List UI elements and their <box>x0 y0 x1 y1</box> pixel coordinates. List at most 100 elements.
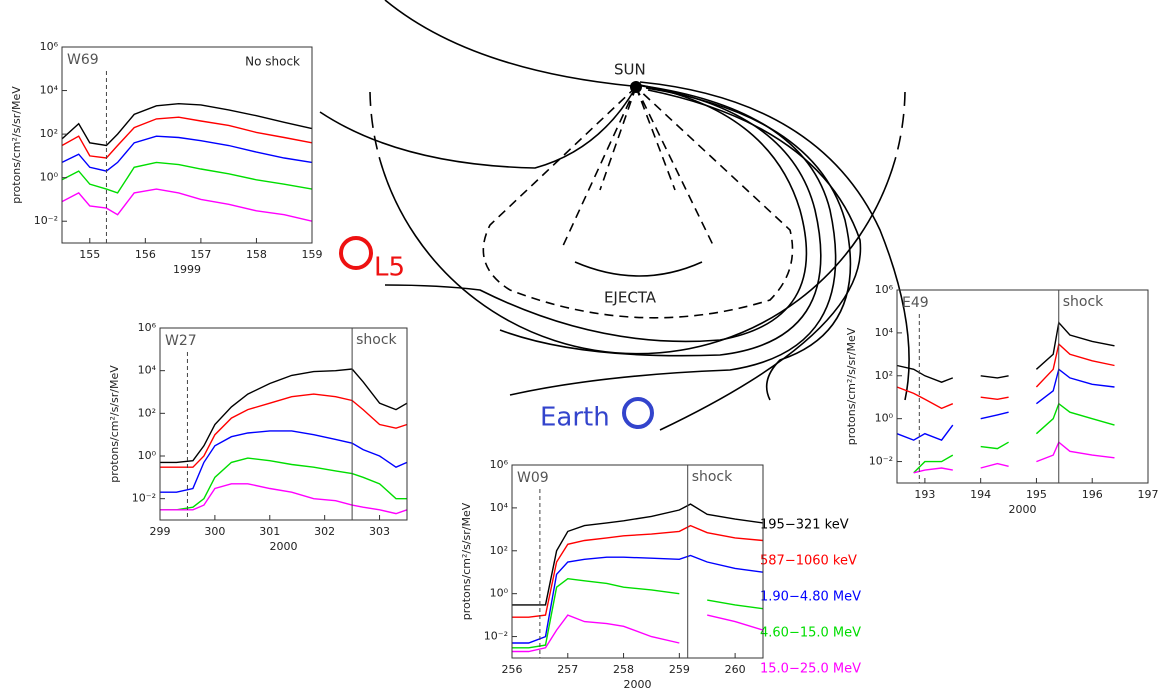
field-line <box>509 85 837 396</box>
ejecta-label: EJECTA <box>604 289 657 307</box>
field-line <box>639 81 910 401</box>
note: No shock <box>245 55 300 69</box>
x-axis-label: 2000 <box>624 678 652 691</box>
y-tick-label: 10⁶ <box>138 321 157 334</box>
series-line <box>160 393 408 468</box>
series-line <box>61 135 313 172</box>
series-line <box>896 368 1115 441</box>
y-tick-label: 10² <box>875 369 893 382</box>
sun <box>630 81 642 93</box>
field-line <box>384 0 633 87</box>
x-tick-label: 256 <box>502 663 523 676</box>
series-line <box>896 321 1115 383</box>
x-tick-label: 302 <box>314 525 335 538</box>
x-tick-label: 195 <box>1026 488 1047 501</box>
y-tick-label: 10⁴ <box>490 501 509 514</box>
series-line <box>61 116 313 159</box>
series-line <box>512 554 764 644</box>
orbit-dashed <box>369 91 381 161</box>
orbit-dashed <box>894 91 906 161</box>
y-tick-label: 10⁴ <box>40 84 59 97</box>
series-line <box>61 161 313 194</box>
x-tick-label: 159 <box>302 248 323 261</box>
series-line <box>61 102 313 147</box>
x-tick-label: 300 <box>204 525 225 538</box>
y-tick-label: 10⁶ <box>490 458 509 471</box>
series-line <box>160 368 408 464</box>
x-tick-label: 194 <box>970 488 991 501</box>
y-tick-label: 10⁴ <box>138 364 157 377</box>
y-tick-label: 10² <box>138 406 156 419</box>
series-line <box>896 342 1115 410</box>
field-line <box>384 84 808 343</box>
series-line <box>160 457 407 511</box>
y-tick-label: 10² <box>40 127 58 140</box>
x-tick-label: 158 <box>246 248 267 261</box>
event-label: W27 <box>165 333 197 349</box>
series-line <box>512 503 764 606</box>
shock-label: shock <box>692 469 733 485</box>
y-tick-label: 10⁻² <box>132 492 156 505</box>
legend-label: 4.60−15.0 MeV <box>760 626 861 641</box>
series-line <box>61 188 313 222</box>
x-axis-label: 2000 <box>270 540 298 553</box>
x-tick-label: 301 <box>259 525 280 538</box>
event-label: W09 <box>517 470 549 486</box>
series-line <box>160 483 408 515</box>
x-axis-label: 2000 <box>1009 503 1037 516</box>
x-tick-label: 257 <box>557 663 578 676</box>
series-line <box>913 402 1115 474</box>
series-line <box>913 441 1115 474</box>
x-tick-label: 258 <box>613 663 634 676</box>
ejecta-cone <box>561 86 714 249</box>
series-line <box>160 430 408 493</box>
y-tick-label: 10⁰ <box>40 171 59 184</box>
ejecta-outline <box>482 86 794 319</box>
y-tick-label: 10⁻² <box>484 630 508 643</box>
x-tick-label: 155 <box>79 248 100 261</box>
x-tick-label: 193 <box>914 488 935 501</box>
y-tick-label: 10⁴ <box>875 326 894 339</box>
plot-frame <box>511 464 764 659</box>
event-label: W69 <box>67 52 99 68</box>
legend-label: 195−321 keV <box>760 518 849 533</box>
x-tick-label: 196 <box>1082 488 1103 501</box>
y-tick-label: 10⁰ <box>490 587 509 600</box>
x-tick-label: 157 <box>190 248 211 261</box>
y-tick-label: 10⁻² <box>34 214 58 227</box>
series-line <box>512 577 764 649</box>
y-tick-label: 10⁻² <box>869 455 893 468</box>
x-tick-label: 259 <box>669 663 690 676</box>
earth-label: Earth <box>540 403 610 433</box>
y-axis-label: protons/cm²/s/sr/MeV <box>108 365 121 483</box>
l5-label: L5 <box>374 253 405 283</box>
x-axis-label: 1999 <box>173 263 201 276</box>
earth-marker <box>622 397 654 429</box>
y-tick-label: 10⁶ <box>875 283 894 296</box>
legend-label: 587−1060 keV <box>760 554 857 569</box>
x-tick-label: 260 <box>725 663 746 676</box>
field-line <box>645 87 852 401</box>
y-tick-label: 10⁰ <box>875 412 894 425</box>
orbit <box>379 159 896 355</box>
y-axis-label: protons/cm²/s/sr/MeV <box>460 502 473 620</box>
x-tick-label: 197 <box>1138 488 1159 501</box>
y-tick-label: 10⁶ <box>40 40 59 53</box>
y-axis-label: protons/cm²/s/sr/MeV <box>10 86 23 204</box>
plot-frame <box>159 327 408 521</box>
sun-earth-diagram: SUN EJECTA L5 Earth <box>319 0 910 433</box>
event-label: E49 <box>902 295 929 311</box>
shock-label: shock <box>356 332 397 348</box>
legend-label: 1.90−4.80 MeV <box>760 590 861 605</box>
x-tick-label: 299 <box>150 525 171 538</box>
sun-label: SUN <box>614 61 646 79</box>
ejecta-front <box>574 261 703 277</box>
l5-marker <box>339 236 373 270</box>
x-tick-label: 156 <box>135 248 156 261</box>
legend-label: 15.0−25.0 MeV <box>760 662 861 677</box>
field-line <box>319 86 637 169</box>
field-line <box>499 85 822 357</box>
y-tick-label: 10⁰ <box>138 449 157 462</box>
x-tick-label: 303 <box>369 525 390 538</box>
